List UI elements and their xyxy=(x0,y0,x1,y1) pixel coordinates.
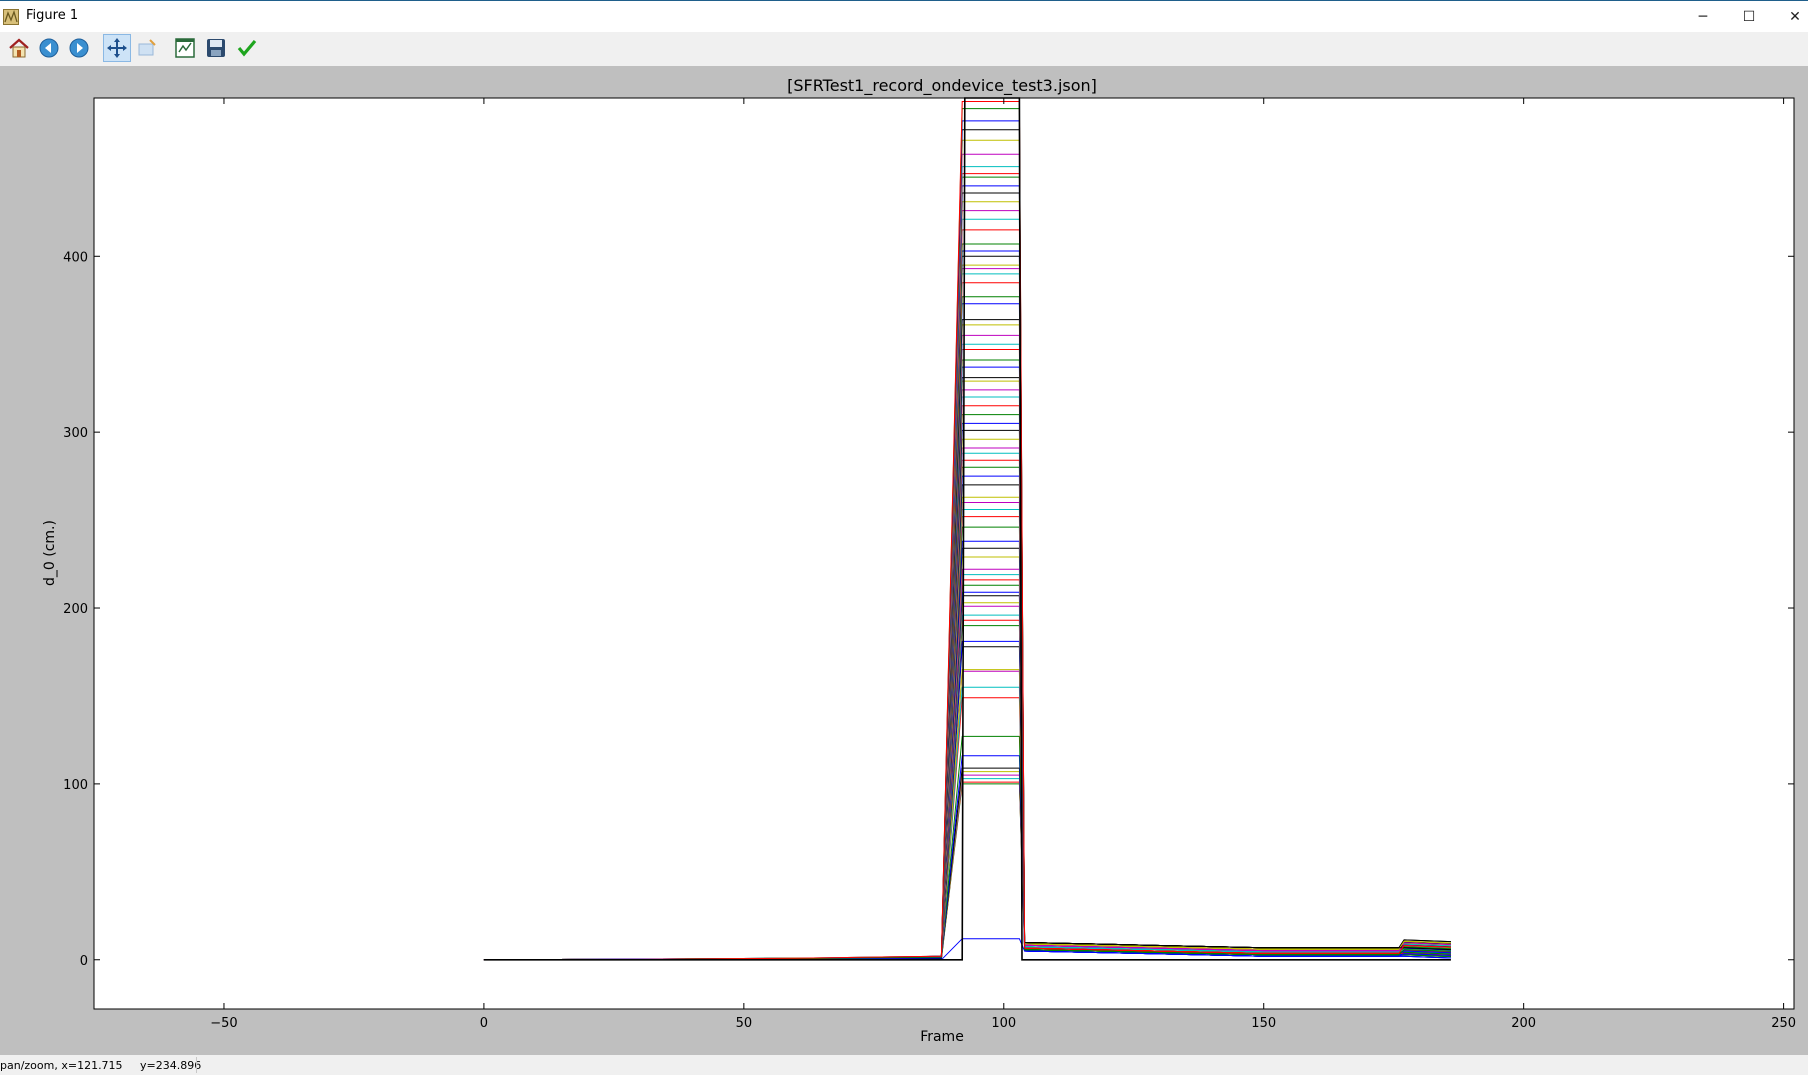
series-line xyxy=(483,101,1451,961)
figure-canvas[interactable]: [SFRTest1_record_ondevice_test3.json] −5… xyxy=(0,66,1808,1055)
x-tick-label: 0 xyxy=(480,1016,488,1031)
status-divider xyxy=(196,1057,197,1073)
close-icon: ✕ xyxy=(1789,9,1801,25)
status-bar: pan/zoom, x=121.715 y=234.896 xyxy=(0,1055,1808,1075)
floppy-save-icon xyxy=(207,39,225,57)
x-tick-label: 50 xyxy=(736,1016,753,1031)
close-button[interactable]: ✕ xyxy=(1772,1,1808,33)
series-line-baseline xyxy=(483,97,1451,961)
navigation-toolbar xyxy=(0,32,1808,66)
cursor-coordinates: pan/zoom, x=121.715 y=234.896 xyxy=(0,1059,202,1072)
window-titlebar: Figure 1 ─ ☐ ✕ xyxy=(0,0,1808,32)
checkmark-edit-icon xyxy=(237,39,257,57)
zoom-button[interactable] xyxy=(133,34,161,62)
maximize-button[interactable]: ☐ xyxy=(1726,1,1772,33)
ticks-layer: −50 0 50 100 150 200 250 0 100 200 300 400 xyxy=(63,98,1796,1031)
y-tick-label: 300 xyxy=(63,426,88,441)
home-button[interactable] xyxy=(5,34,33,62)
x-tick-label: 250 xyxy=(1771,1016,1796,1031)
y-tick-label: 400 xyxy=(63,250,88,265)
minimize-button[interactable]: ─ xyxy=(1680,1,1726,33)
home-icon xyxy=(9,38,29,58)
x-axis-label: Frame xyxy=(920,1029,964,1045)
y-tick-label: 100 xyxy=(63,778,88,793)
subplots-button[interactable] xyxy=(171,34,199,62)
edit-axis-button[interactable] xyxy=(233,34,261,62)
save-button[interactable] xyxy=(202,34,230,62)
back-arrow-icon xyxy=(39,38,59,58)
y-tick-label: 0 xyxy=(80,954,88,969)
forward-arrow-icon xyxy=(69,38,89,58)
subplots-icon xyxy=(175,38,195,58)
x-tick-label: 200 xyxy=(1511,1016,1536,1031)
forward-button[interactable] xyxy=(65,34,93,62)
window-title: Figure 1 xyxy=(26,8,79,23)
y-axis-label: d_0 (cm.) xyxy=(42,520,58,586)
x-tick-label: 150 xyxy=(1251,1016,1276,1031)
x-tick-label: −50 xyxy=(210,1016,237,1031)
x-tick-label: 100 xyxy=(991,1016,1016,1031)
back-button[interactable] xyxy=(35,34,63,62)
series-layer xyxy=(483,97,1451,961)
pan-button[interactable] xyxy=(103,34,131,62)
pan-move-icon xyxy=(107,38,127,58)
chart-title: [SFRTest1_record_ondevice_test3.json] xyxy=(787,76,1097,96)
zoom-rect-icon xyxy=(138,39,156,56)
y-tick-label: 200 xyxy=(63,602,88,617)
maximize-icon: ☐ xyxy=(1742,9,1756,25)
line-chart[interactable]: [SFRTest1_record_ondevice_test3.json] −5… xyxy=(0,66,1808,1055)
matplotlib-app-icon xyxy=(3,9,19,25)
minimize-icon: ─ xyxy=(1698,9,1708,25)
